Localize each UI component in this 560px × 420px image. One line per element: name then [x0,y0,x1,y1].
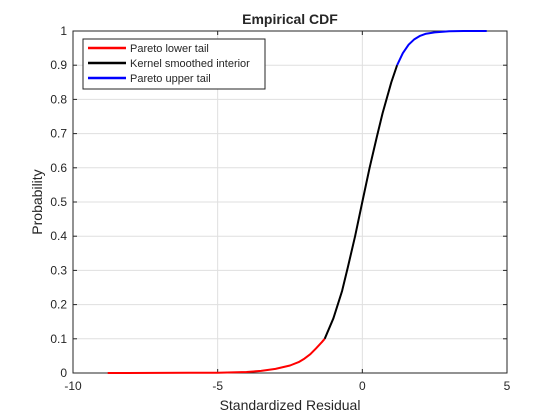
series-line-pareto-upper-tail [396,30,487,66]
y-tick-label: 0.3 [50,263,67,277]
x-tick-label: 0 [359,379,366,393]
axis-ticks: -10 -5 0 5 0 0.1 0.2 0.3 0.4 0.5 0.6 0.7 0.8 0.9 1 [50,24,510,393]
y-tick-label: 0.8 [50,92,67,106]
series-lines [107,30,487,374]
series-line-pareto-lower-tail [107,338,326,374]
legend-label-pareto-upper-tail: Pareto upper tail [130,73,211,85]
y-tick-label: 0.2 [50,298,67,312]
legend-label-pareto-lower-tail: Pareto lower tail [130,43,209,55]
y-tick-label: 0.5 [50,195,67,209]
series-line-kernel-smoothed-interior [323,64,399,340]
y-tick-label: 0.9 [50,58,67,72]
x-tick-label: -5 [212,379,223,393]
chart-title: Empirical CDF [242,11,338,27]
x-tick-label: 5 [504,379,511,393]
y-tick-label: 0.7 [50,127,67,141]
y-axis-label: Probability [29,169,45,234]
y-tick-label: 0.6 [50,161,67,175]
y-tick-label: 0 [60,366,67,380]
legend-label-kernel-smoothed-interior: Kernel smoothed interior [130,58,250,70]
x-tick-label: -10 [64,379,82,393]
y-tick-label: 0.4 [50,229,67,243]
y-tick-label: 1 [60,24,67,38]
y-tick-label: 0.1 [50,332,67,346]
x-axis-label: Standardized Residual [220,397,361,413]
legend: Pareto lower tail Kernel smoothed interio… [82,38,266,90]
